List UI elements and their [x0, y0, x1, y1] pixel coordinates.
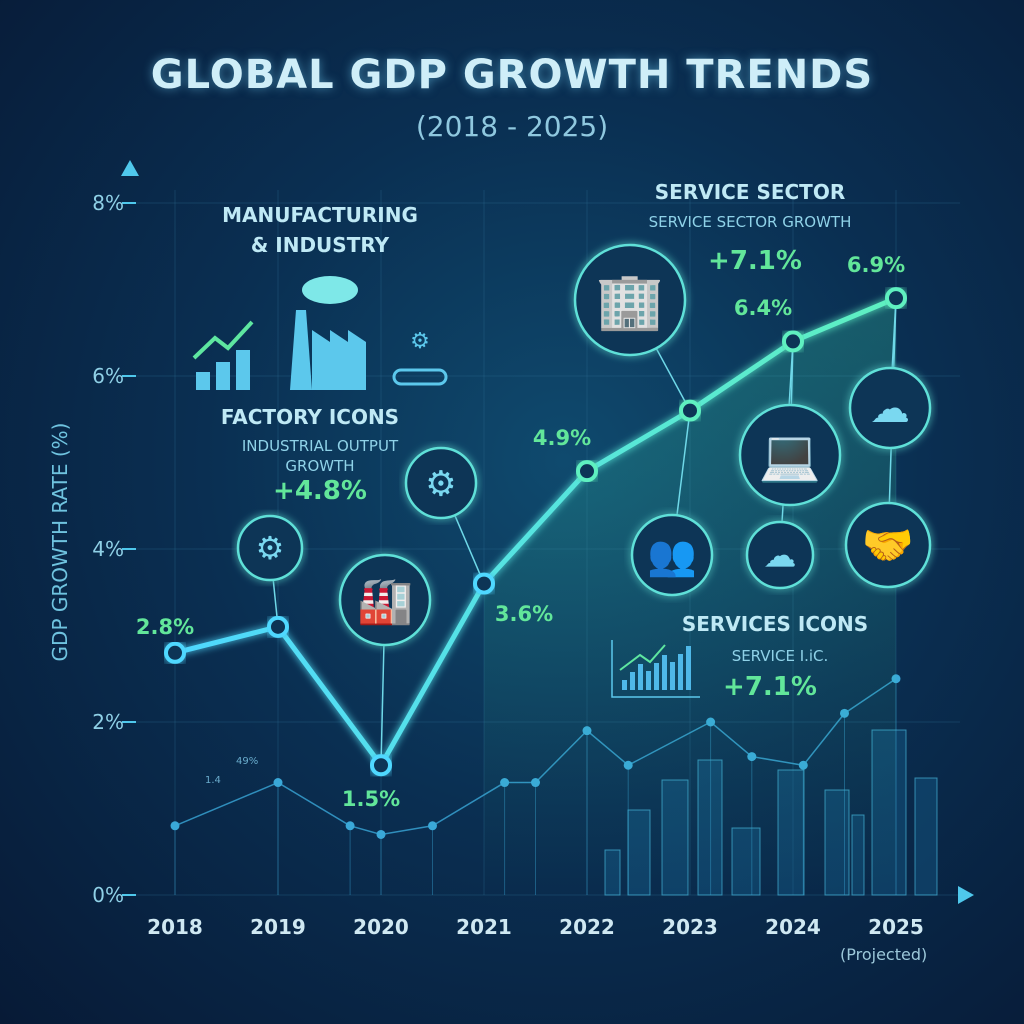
icon-circle	[745, 520, 815, 590]
background-point	[345, 821, 355, 831]
data-point	[164, 641, 186, 664]
data-point	[267, 615, 289, 638]
faint-label: 1.4	[205, 775, 221, 786]
services-bar-chart-icon	[630, 672, 635, 690]
background-point	[428, 821, 437, 831]
data-point	[782, 330, 804, 353]
services-bar-chart-icon	[662, 655, 667, 690]
data-point	[473, 572, 495, 595]
cloud-database-icon: ☁	[870, 386, 910, 432]
background-point	[273, 778, 283, 788]
x-tick-label: 2024	[765, 915, 821, 939]
data-label: 6.4%	[733, 296, 793, 321]
series-line	[174, 295, 897, 770]
skyline-building	[914, 777, 938, 896]
icon-circle	[236, 514, 304, 582]
factory-smoke	[302, 276, 358, 304]
background-point	[376, 829, 386, 839]
manufacturing-title: MANUFACTURING & INDUSTRY	[222, 203, 418, 257]
x-tick-label: 2022	[559, 915, 615, 939]
services-bar-chart-icon	[670, 662, 675, 690]
background-point	[170, 821, 180, 831]
data-label: 6.9%	[846, 253, 906, 278]
data-label: 3.6%	[494, 601, 554, 626]
services-bar-chart-icon	[622, 680, 627, 690]
factory-conveyor-icon: 🏭	[357, 574, 413, 627]
services-icons-detail: SERVICE I.iC.	[731, 647, 829, 665]
service-detail: SERVICE SECTOR GROWTH	[648, 213, 852, 231]
bar-chart-up-icon	[216, 362, 230, 390]
manufacturing-detail: INDUSTRIAL OUTPUT GROWTH	[241, 437, 399, 475]
services-icons-title: SERVICES ICONS	[681, 612, 869, 636]
icon-circle	[573, 243, 687, 357]
services-bar-chart-icon	[646, 671, 651, 690]
services-trend-arrow	[619, 644, 666, 671]
icon-circle	[738, 403, 842, 507]
chart-title: GLOBAL GDP GROWTH TRENDS	[150, 52, 874, 98]
icon-circle	[338, 553, 432, 647]
y-axis-arrow	[121, 160, 139, 176]
services-bar-chart-icon	[654, 663, 659, 690]
icon-circle	[404, 446, 478, 520]
office-building-icon: 🏢	[596, 268, 664, 332]
x-axis-arrow	[958, 886, 974, 904]
y-tick-label: 2%	[92, 710, 124, 734]
conveyor-robot-icon	[392, 368, 448, 386]
services-icons-value: +7.1%	[723, 672, 817, 702]
data-label: 1.5%	[341, 787, 401, 812]
data-point	[576, 460, 598, 483]
service-title: SERVICE SECTOR	[654, 180, 846, 204]
data-point	[679, 399, 701, 422]
manufacturing-subtitle: FACTORY ICONS	[220, 405, 400, 429]
y-tick-label: 8%	[92, 191, 124, 215]
handshake-icon: 🤝	[862, 521, 914, 570]
services-chart-axes	[611, 640, 700, 698]
data-label: 2.8%	[135, 614, 195, 639]
team-icon: 👥	[647, 533, 697, 579]
services-bar-chart-icon	[678, 654, 683, 690]
services-bar-chart-icon	[638, 664, 643, 690]
factory-icon	[290, 310, 366, 390]
faint-label: 49%	[236, 756, 259, 767]
x-tick-label: 2025	[868, 915, 924, 939]
projected-note: (Projected)	[840, 945, 928, 964]
x-tick-label: 2021	[456, 915, 512, 939]
bar-chart-up-icon	[192, 320, 254, 360]
y-tick-label: 4%	[92, 537, 124, 561]
services-bar-chart-icon	[686, 646, 691, 690]
laptop-icon: 💻	[759, 427, 821, 485]
x-tick-label: 2019	[250, 915, 306, 939]
icon-circle	[844, 501, 932, 589]
data-label: 4.9%	[532, 426, 592, 451]
bar-chart-up-icon	[236, 350, 250, 390]
bar-chart-up-icon	[196, 372, 210, 390]
conveyor-gear-icon: ⚙	[410, 329, 430, 354]
data-point	[885, 287, 907, 310]
y-tick-label: 0%	[92, 883, 124, 907]
icon-circle	[848, 366, 932, 450]
gear-icon: ⚙	[425, 464, 456, 504]
icon-circle	[630, 513, 714, 597]
manufacturing-value: +4.8%	[273, 476, 367, 506]
chart-subtitle: (2018 - 2025)	[415, 110, 609, 143]
x-tick-label: 2020	[353, 915, 409, 939]
x-tick-label: 2023	[662, 915, 718, 939]
x-tick-label: 2018	[147, 915, 203, 939]
y-tick-label: 6%	[92, 364, 124, 388]
gears-icon: ⚙	[256, 529, 285, 567]
service-value: +7.1%	[708, 246, 802, 276]
cloud-upload-icon: ☁	[764, 536, 797, 575]
data-point	[370, 754, 392, 777]
